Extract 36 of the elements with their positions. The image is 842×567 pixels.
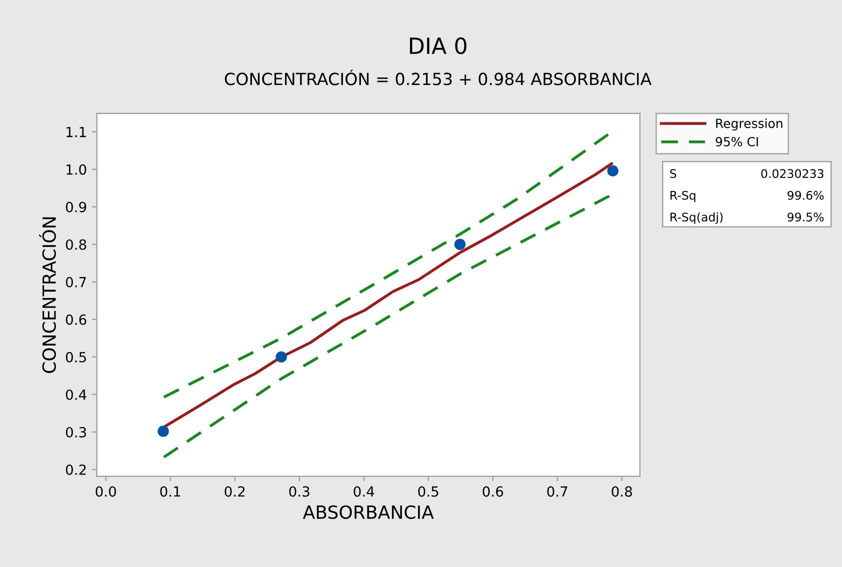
legend-label: 95% CI [716, 136, 758, 146]
point [607, 165, 618, 176]
point [276, 351, 287, 363]
x-tick-label: 0.6 [482, 486, 504, 497]
y-tick-label: 0.4 [66, 389, 86, 400]
y-tick-label: 0.6 [66, 314, 86, 325]
y-tick-label: 0.8 [66, 239, 86, 250]
y-tick-label: 0.7 [66, 276, 86, 288]
y-tick-label: 0.3 [66, 426, 86, 438]
text: 99.5% [788, 212, 824, 222]
x-tick-label: 0.8 [612, 486, 632, 497]
y-tick-label: 1.0 [66, 164, 86, 175]
y-tick-label: 1.1 [66, 126, 86, 138]
x-axis-title: ABSORBANCIA [302, 505, 434, 519]
y-axis-title: CONCENTRACIÓN [39, 217, 56, 374]
point [454, 238, 466, 250]
x-tick-label: 0.4 [354, 486, 374, 497]
point [158, 426, 169, 437]
y-tick-label: 0.9 [66, 202, 86, 212]
line-series [162, 194, 612, 459]
x-tick-label: 0.1 [160, 486, 180, 497]
text: S [670, 169, 676, 178]
text: R-Sq [670, 190, 696, 202]
text: 0.0230233 [761, 169, 824, 178]
x-tick-label: 0.0 [96, 486, 116, 497]
x-tick-label: 0.3 [289, 486, 310, 497]
x-tick-label: 0.7 [547, 486, 568, 497]
text: 99.6% [788, 190, 824, 200]
x-tick-label: 0.2 [224, 486, 245, 497]
x-tick-label: 0.5 [418, 486, 438, 497]
y-tick-label: 0.2 [66, 464, 86, 475]
text: R-Sq(adj) [670, 212, 723, 224]
chart-subtitle: CONCENTRACIÓN = 0.2153 + 0.984 ABSORBANCIA [224, 70, 652, 86]
chart-title: DIA 0 [410, 37, 466, 54]
legend-label: Regression [716, 118, 782, 130]
y-tick-label: 0.5 [66, 352, 86, 362]
